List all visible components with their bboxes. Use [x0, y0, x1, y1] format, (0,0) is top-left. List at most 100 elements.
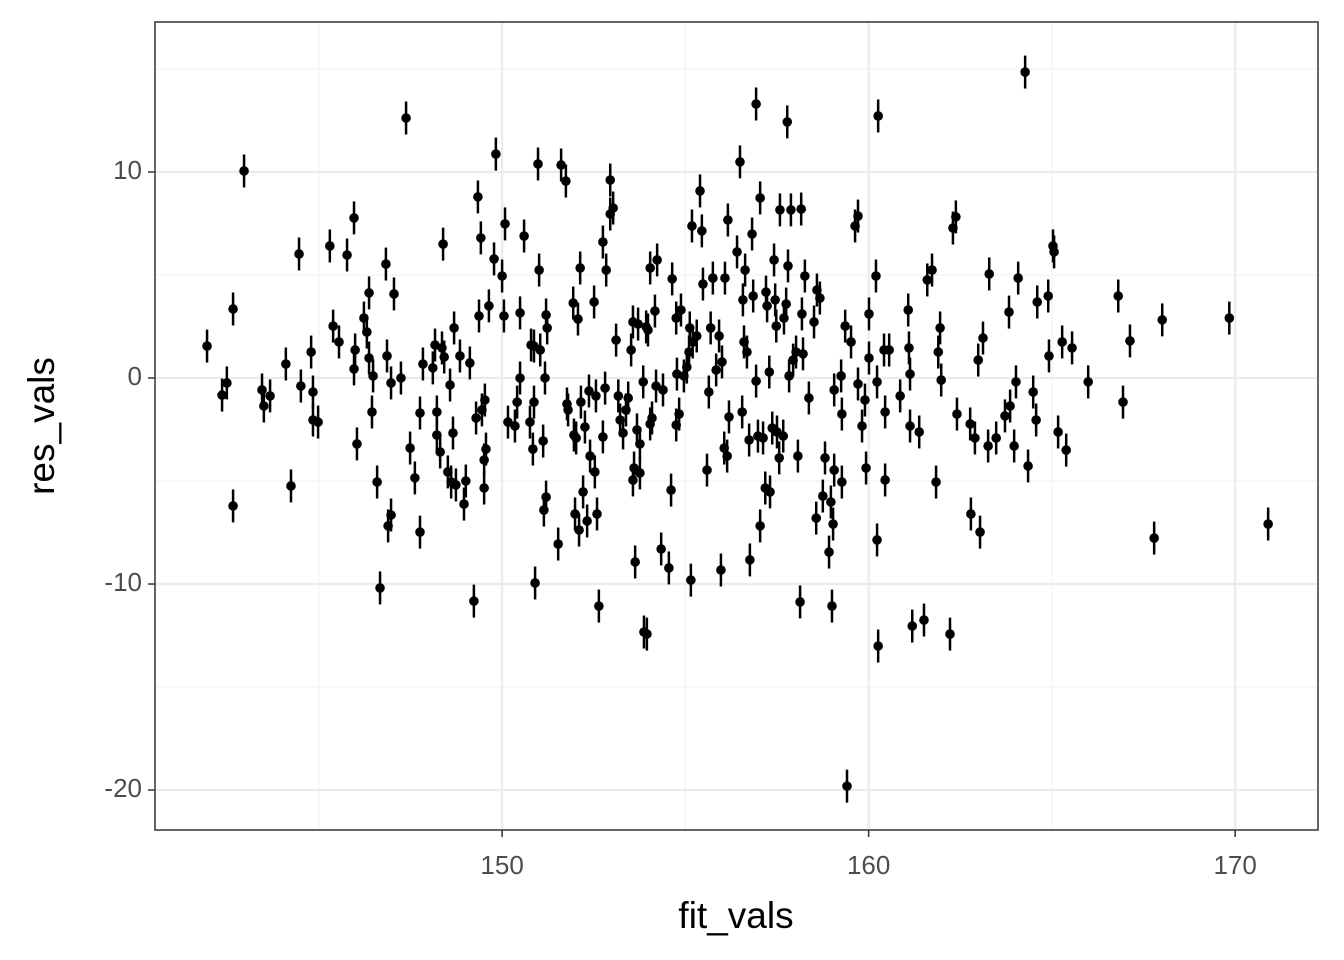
point [367, 407, 377, 417]
point [873, 111, 883, 121]
point [800, 271, 810, 281]
point [952, 409, 962, 419]
point [510, 421, 520, 431]
point [535, 345, 546, 355]
point [438, 239, 448, 249]
point [872, 535, 882, 545]
point [217, 390, 227, 400]
point [966, 509, 976, 519]
point [528, 444, 538, 454]
point [635, 439, 645, 449]
point [840, 321, 850, 331]
point [499, 311, 509, 321]
point [480, 395, 490, 405]
point [541, 492, 551, 502]
point [476, 233, 486, 243]
point [286, 481, 296, 491]
point [512, 397, 522, 407]
point [405, 443, 415, 453]
point [479, 483, 489, 493]
point [698, 279, 708, 289]
point [652, 255, 662, 265]
point [744, 435, 754, 445]
point [580, 422, 590, 432]
point [481, 444, 491, 454]
point [984, 269, 995, 279]
y-tick-label: -10 [104, 567, 142, 597]
point [642, 629, 652, 639]
point [716, 565, 726, 575]
point [795, 597, 805, 607]
point [556, 160, 566, 170]
point [578, 487, 588, 497]
point [775, 205, 785, 215]
point [927, 265, 937, 275]
point [465, 358, 475, 368]
point [534, 265, 544, 275]
point [978, 333, 988, 343]
point [515, 373, 525, 383]
point [228, 304, 238, 314]
point [455, 351, 465, 361]
point [342, 250, 352, 260]
y-tick-label: -20 [104, 773, 142, 803]
point [432, 407, 442, 417]
point [965, 419, 975, 429]
point [386, 510, 396, 520]
point [697, 226, 707, 236]
point [435, 447, 445, 457]
point [907, 621, 918, 631]
point [1125, 336, 1135, 346]
x-tick-label: 160 [847, 850, 890, 880]
point [445, 380, 455, 390]
point [914, 427, 925, 437]
point [325, 241, 335, 251]
point [666, 485, 676, 495]
point [308, 387, 318, 397]
point [1224, 313, 1235, 323]
point [410, 473, 420, 483]
point [829, 465, 839, 475]
point [328, 321, 338, 331]
point [880, 407, 890, 417]
point [687, 221, 697, 231]
point [667, 274, 677, 284]
point [574, 525, 584, 535]
point [1061, 445, 1071, 455]
point [561, 176, 571, 186]
point [769, 255, 779, 265]
point [600, 383, 610, 393]
point [530, 578, 540, 588]
point [313, 417, 323, 427]
point [820, 453, 830, 463]
point [783, 261, 793, 271]
point [515, 308, 525, 318]
panel-border [154, 21, 1319, 831]
point [1118, 397, 1128, 407]
point [818, 491, 828, 501]
point [781, 299, 791, 309]
point [702, 465, 712, 475]
point [782, 117, 793, 127]
point [676, 305, 686, 315]
point [740, 265, 750, 275]
point [491, 149, 501, 159]
point [626, 345, 636, 355]
point [372, 477, 382, 487]
point [860, 395, 870, 405]
point [1031, 415, 1041, 425]
point [1011, 377, 1021, 387]
point [1028, 387, 1039, 397]
point [735, 157, 745, 167]
point [584, 386, 594, 396]
point [1157, 315, 1168, 325]
point [592, 509, 602, 519]
point [418, 359, 428, 369]
point [239, 166, 249, 176]
point [765, 487, 775, 497]
point [386, 378, 396, 388]
point [451, 480, 461, 490]
point [691, 331, 702, 341]
point [573, 314, 583, 324]
